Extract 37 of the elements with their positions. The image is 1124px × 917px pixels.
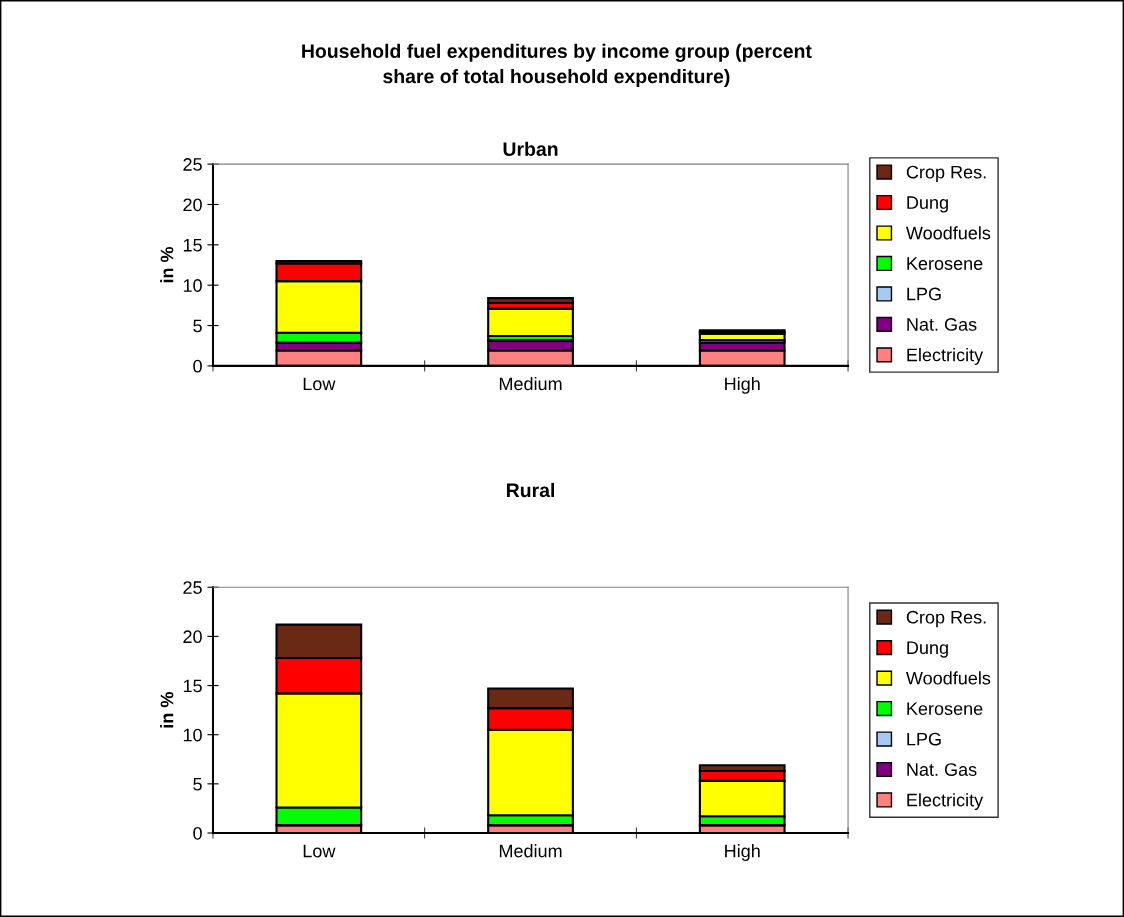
x-tick-label: Low <box>303 377 336 391</box>
legend-label: Crop Res. <box>906 610 986 628</box>
y-axis-title: in % <box>160 692 174 728</box>
legend-label: Nat. Gas <box>907 763 977 776</box>
legend-label: LPG <box>907 287 941 301</box>
x-tick-label: High <box>725 376 760 394</box>
legend-label: Kerosene <box>907 257 983 270</box>
y-tick-label: 25 <box>183 158 202 171</box>
legend-label: Crop Res. <box>906 165 986 183</box>
x-tick-label: Low <box>303 844 336 858</box>
x-tick-label: Medium <box>499 376 562 391</box>
y-axis-title: in % <box>160 246 174 283</box>
legend-label: LPG <box>907 732 941 746</box>
chart-title: Rural <box>506 482 554 498</box>
legend-label: Woodfuels <box>905 671 991 685</box>
chart-title: Household fuel expenditures by income group (percent share of total household expenditure) <box>302 43 812 88</box>
y-tick-label: 20 <box>183 630 202 644</box>
legend-label: Dung <box>907 196 948 213</box>
y-tick-label: 0 <box>193 826 202 840</box>
y-tick-label: 10 <box>183 279 202 292</box>
legend-label: Dung <box>907 641 948 658</box>
y-tick-label: 10 <box>183 728 202 742</box>
x-tick-label: High <box>725 844 760 861</box>
y-tick-label: 15 <box>183 238 202 252</box>
x-tick-label: Medium <box>499 844 562 858</box>
legend-label: Kerosene <box>907 702 983 716</box>
chart-subtitle: Urban <box>503 141 558 156</box>
legend-label: Woodfuels <box>905 226 991 240</box>
y-tick-label: 20 <box>183 198 202 212</box>
y-tick-label: 5 <box>193 777 202 791</box>
y-tick-label: 15 <box>183 679 202 693</box>
y-tick-label: 5 <box>193 319 202 333</box>
legend-label: Nat. Gas <box>907 318 977 331</box>
y-tick-label: 25 <box>183 581 202 594</box>
legend-label: Electricity <box>907 793 984 810</box>
y-tick-label: 0 <box>193 359 202 373</box>
legend-label: Electricity <box>907 348 984 365</box>
